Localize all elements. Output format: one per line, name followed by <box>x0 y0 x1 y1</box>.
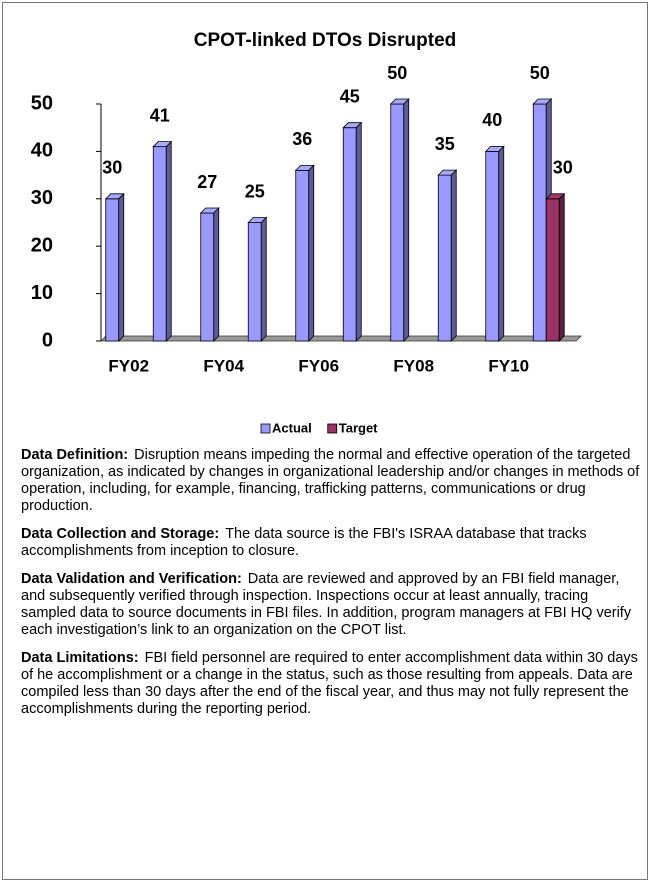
note-text: The data source is the FBI's ISRAA datab… <box>21 526 587 559</box>
note-paragraph: Data Definition: Disruption means impedin… <box>21 447 641 515</box>
bar <box>437 169 458 342</box>
bar <box>152 140 173 342</box>
note-paragraph: Data Collection and Storage: The data sou… <box>21 526 641 560</box>
notes: Data Definition: Disruption means impedin… <box>21 447 641 729</box>
x-tick-label: FY02 <box>108 356 149 375</box>
bar-front <box>390 103 405 342</box>
value-label: 41 <box>150 105 170 125</box>
bar <box>104 192 125 342</box>
note-heading: Data Validation and Verification: <box>21 571 242 587</box>
bar-side <box>450 169 457 342</box>
bar-side <box>355 121 362 342</box>
value-label: 50 <box>530 63 550 83</box>
y-tick-label: 30 <box>31 187 53 209</box>
bar-side <box>308 164 315 342</box>
bar-front <box>437 174 452 342</box>
value-label: 50 <box>387 63 407 83</box>
bar-front <box>485 150 500 342</box>
y-tick-label: 50 <box>31 92 53 114</box>
legend-swatch <box>327 423 338 434</box>
bar-side <box>213 207 220 342</box>
x-tick-label: FY06 <box>298 356 339 375</box>
bar <box>199 207 220 342</box>
note-text: Data are reviewed and approved by an FBI… <box>21 571 632 638</box>
value-label: 40 <box>482 110 502 130</box>
bar-side <box>498 145 505 342</box>
note-heading: Data Collection and Storage: <box>21 526 220 542</box>
value-label: 35 <box>435 134 455 154</box>
bar-front <box>342 127 357 342</box>
bar <box>389 98 410 342</box>
value-label: 25 <box>245 181 265 201</box>
value-label: 30 <box>553 158 573 178</box>
note-heading: Data Definition: <box>21 447 129 463</box>
bar-front <box>247 222 262 342</box>
value-label: 30 <box>102 158 122 178</box>
bar <box>484 145 505 342</box>
note-heading: Data Limitations: <box>21 650 139 666</box>
bar-side <box>558 192 565 342</box>
bar <box>294 164 315 342</box>
note-text: FBI field personnel are required to ente… <box>21 650 638 717</box>
bar <box>247 216 268 342</box>
bar-front <box>152 146 167 342</box>
x-tick-label: FY04 <box>203 356 244 375</box>
x-tick-label: FY10 <box>488 356 529 375</box>
bar-front <box>200 212 215 342</box>
y-tick-label: 40 <box>31 140 53 162</box>
value-label: 27 <box>197 172 217 192</box>
y-tick-label: 0 <box>42 329 53 351</box>
bar <box>545 192 566 342</box>
legend-swatch <box>260 423 271 434</box>
page-frame: CPOT-linked DTOs Disrupted 0 10 20 30 40 50 FY… <box>2 2 648 880</box>
bar <box>342 121 363 342</box>
value-label: 36 <box>292 129 312 149</box>
bar-front <box>545 198 560 342</box>
chart: CPOT-linked DTOs Disrupted 0 10 20 30 40 50 FY… <box>31 30 582 435</box>
chart-title: CPOT-linked DTOs Disrupted <box>194 30 457 51</box>
y-tick-label: 20 <box>31 234 53 256</box>
bar-side <box>118 192 125 342</box>
bar-front <box>295 169 310 342</box>
legend-label: Target <box>339 420 378 435</box>
x-tick-label: FY08 <box>393 356 434 375</box>
note-paragraph: Data Validation and Verification: Data ar… <box>21 571 641 639</box>
bar-side <box>165 140 172 342</box>
bar-side <box>403 98 410 342</box>
floor <box>100 335 582 342</box>
bar-side <box>260 216 267 342</box>
bar-front <box>532 103 547 342</box>
legend-label: Actual <box>272 420 312 435</box>
y-tick-label: 10 <box>31 282 53 304</box>
note-text: Disruption means impeding the normal and… <box>21 447 640 514</box>
value-label: 45 <box>340 86 360 106</box>
bar-front <box>105 198 120 342</box>
note-paragraph: Data Limitations: FBI field personnel are… <box>21 650 641 718</box>
